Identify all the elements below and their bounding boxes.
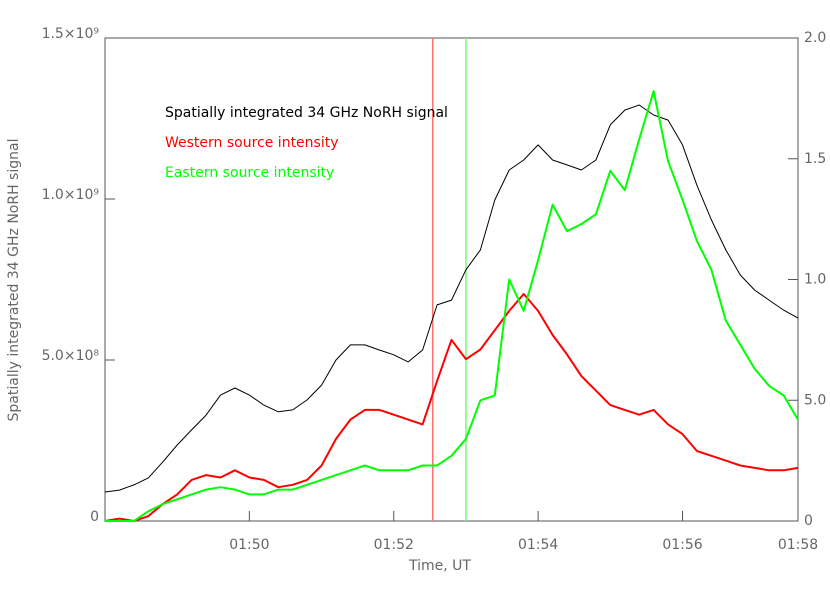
y2-tick-label: 1.5 <box>804 151 826 167</box>
y2-tick-label: 1.0 <box>804 272 826 288</box>
x-tick-label: 01:58 <box>778 537 818 553</box>
series-line <box>104 293 799 522</box>
series-line <box>105 90 799 522</box>
y2-tick-label: 5.0 <box>804 392 826 408</box>
y-tick-label: 1.5×10⁹ <box>42 26 100 42</box>
legend-entry: Spatially integrated 34 GHz NoRH signal <box>165 105 448 121</box>
y-tick-label: 5.0×10⁸ <box>42 348 100 364</box>
y-tick-label: 1.0×10⁹ <box>42 187 100 203</box>
x-tick-label: 01:56 <box>662 537 702 553</box>
y-tick-label: 0 <box>90 509 99 525</box>
x-tick-label: 01:54 <box>518 537 558 553</box>
y-axis-title: Spatially integrated 34 GHz NoRH signal <box>6 139 22 422</box>
y2-tick-label: 2.0 <box>804 30 826 46</box>
y2-tick-label: 0 <box>804 513 813 529</box>
series-line <box>104 104 799 493</box>
x-axis-title: Time, UT <box>408 558 471 574</box>
x-tick-label: 01:50 <box>229 537 269 553</box>
legend-entry: Western source intensity <box>165 135 339 151</box>
x-tick-label: 01:52 <box>374 537 414 553</box>
legend-entry: Eastern source intensity <box>165 165 334 181</box>
